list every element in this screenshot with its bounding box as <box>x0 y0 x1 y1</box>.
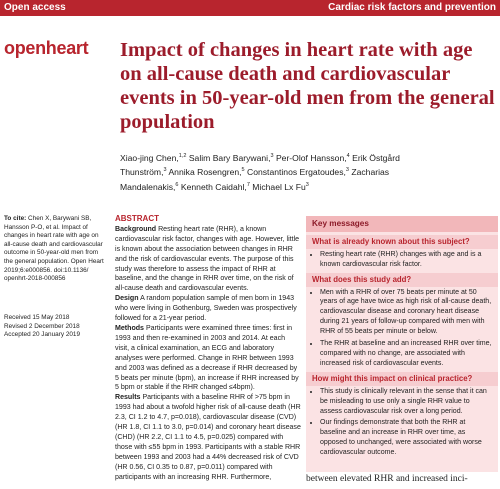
bullet-list: Resting heart rate (RHR) changes with ag… <box>306 250 498 270</box>
bullet-list: This study is clinically relevant in the… <box>306 387 498 458</box>
section-label: Methods <box>115 324 144 332</box>
abstract-heading: ABSTRACT <box>115 214 159 223</box>
author-name: Salim Bary Barywani, <box>188 152 271 163</box>
date: Revised 2 December 2018 <box>4 322 80 330</box>
key-section-title: How might this impact on clinical practi… <box>306 371 498 386</box>
key-messages: Key messages What is already known about … <box>306 216 498 472</box>
key-section-title: What is already known about this subject… <box>306 234 498 249</box>
author-name: Michael Lx Fu <box>252 181 306 192</box>
section-label: Results <box>115 394 141 402</box>
author-affiliation: 3 <box>163 167 167 174</box>
author-affiliation: 4 <box>346 153 350 159</box>
author-affiliation: 6 <box>175 181 179 188</box>
citation: To cite: Chen X, Barywani SB, Hansson P-… <box>4 215 108 284</box>
abstract-section: Results Participants with a baseline RHR… <box>115 393 301 482</box>
bullet-list: Men with a RHR of over 75 beats per minu… <box>306 288 498 369</box>
bullet: Our findings demonstrate that both the R… <box>320 418 493 458</box>
date: Received 15 May 2018 <box>4 314 70 321</box>
author-name: Zacharias Mandalenakis, <box>120 167 390 192</box>
section-label: Background <box>115 225 157 233</box>
topic-label: Cardiac risk factors and prevention <box>328 2 496 13</box>
key-section-title: What does this study add? <box>306 272 498 287</box>
section-text: Participants were examined three times: … <box>115 324 299 392</box>
author-name: Annika Rosengren, <box>168 167 242 178</box>
bullet: Resting heart rate (RHR) changes with ag… <box>320 250 493 270</box>
author-name: Per-Olof Hansson, <box>275 152 347 163</box>
article-title: Impact of changes in heart rate with age… <box>120 39 495 133</box>
author-name: Constantinos Ergatoudes, <box>247 167 346 178</box>
author-name: Erik Östgård Thunström, <box>120 152 400 178</box>
bullet: The RHR at baseline and an increased RHR… <box>320 339 493 369</box>
logo: openheart <box>4 38 89 58</box>
section-text: A random population sample of men born i… <box>115 295 297 323</box>
section-label: Design <box>115 295 139 303</box>
author-affiliation: 3 <box>270 153 274 159</box>
author-name: Kenneth Caidahl, <box>180 181 247 192</box>
section-label: Open access <box>4 2 66 13</box>
dates: Received 15 May 2018 Revised 2 December 2… <box>4 314 108 340</box>
key-heading: Key messages <box>306 216 498 232</box>
authors: Xiao-jing Chen,1,2 Salim Bary Barywani,3… <box>120 150 410 193</box>
cite-text: Chen X, Barywani SB, Hansson P-O, et al.… <box>4 215 104 283</box>
author-affiliation: 3 <box>345 167 349 174</box>
top-bar: Open access Cardiac risk factors and pre… <box>0 0 500 16</box>
cite-label: To cite: <box>4 215 27 222</box>
date: Accepted 20 January 2019 <box>4 331 81 339</box>
bullet: This study is clinically relevant in the… <box>320 387 493 417</box>
bullet: Men with a RHR of over 75 beats per minu… <box>320 288 493 338</box>
section-text: Resting heart rate (RHR), a known cardio… <box>115 225 300 293</box>
abstract: ABSTRACT Background Resting heart rate (R… <box>115 214 301 482</box>
abstract-section: Background Resting heart rate (RHR), a k… <box>115 225 301 294</box>
author-affiliation: 7 <box>246 181 250 188</box>
section-text: Participants with a baseline RHR of >75 … <box>115 394 301 481</box>
body-text: between elevated RHR and increased inci- <box>306 474 468 484</box>
author-affiliation: 1,2 <box>178 153 187 159</box>
author-affiliation: 5 <box>241 167 245 174</box>
abstract-section: Design A random population sample of men… <box>115 294 301 324</box>
author-name: Xiao-jing Chen, <box>120 152 179 163</box>
abstract-section: Methods Participants were examined three… <box>115 324 301 393</box>
author-affiliation: 3 <box>305 181 309 188</box>
